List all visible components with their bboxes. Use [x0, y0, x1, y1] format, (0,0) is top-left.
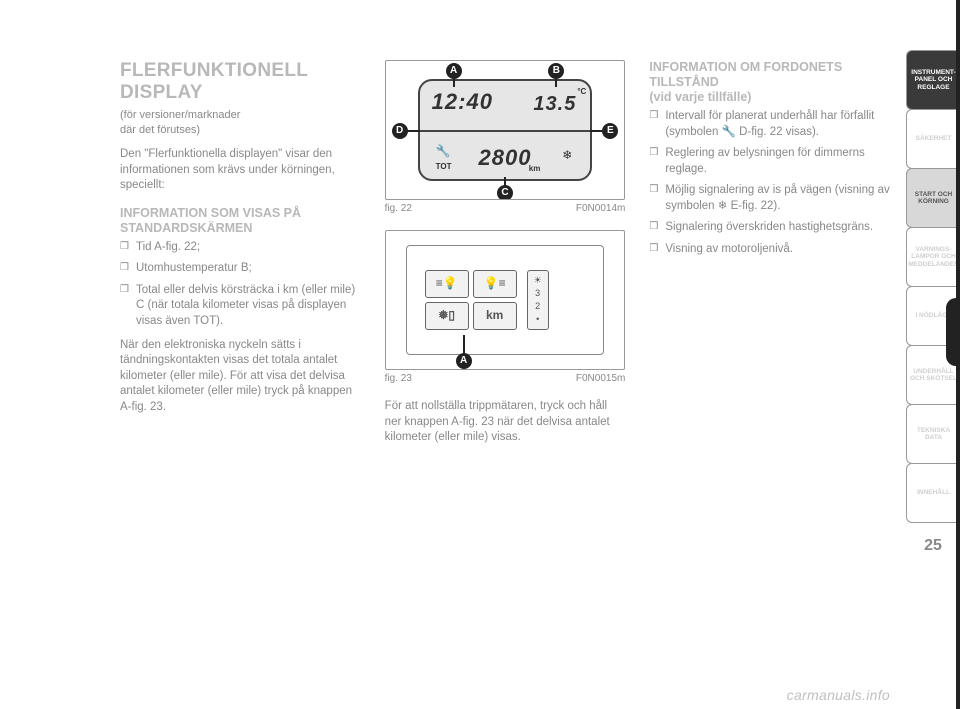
tab-instrument-panel[interactable]: INSTRUMENT-PANEL OCH REGLAGE	[906, 50, 960, 110]
callout-line	[453, 77, 455, 87]
callout-c: C	[497, 185, 513, 200]
fig-label: fig. 22	[385, 202, 412, 216]
button-panel: ≡💡 💡≡ ❅▯ km ☀ 3 2 •	[406, 245, 605, 355]
figure-22-wrap: 12:40 13.5 °C 🔧 2800 TOT km ❄ A B C	[385, 60, 626, 216]
standard-info-list: Tid A-fig. 22; Utomhustemperatur B; Tota…	[120, 240, 361, 330]
callout-a: A	[456, 353, 472, 369]
list-item: Visning av motoroljenivå.	[649, 242, 890, 258]
column-2: 12:40 13.5 °C 🔧 2800 TOT km ❄ A B C	[385, 60, 626, 689]
callout-line	[504, 177, 506, 187]
main-heading: FLERFUNKTIONELL DISPLAY	[120, 60, 361, 104]
fig-code: F0N0014m	[576, 202, 625, 216]
defrost-button: ❅▯	[425, 302, 469, 330]
trip-reset-paragraph: För att nollställa trippmätaren, tryck o…	[385, 399, 626, 446]
section-heading-status: INFORMATION OM FORDONETS TILLSTÅND (vid …	[649, 60, 890, 105]
sub-line-2: där det förutses)	[120, 124, 200, 136]
page-number: 25	[906, 528, 960, 564]
tab-start-driving[interactable]: START OCH KÖRNING	[906, 168, 960, 228]
callout-e: E	[602, 123, 618, 139]
list-item: Utomhustemperatur B;	[120, 261, 361, 277]
display-temp: 13.5	[533, 91, 576, 118]
tab-warnings[interactable]: VARNINGS-LAMPOR OCH MEDDELANDEN	[906, 227, 960, 287]
dimmer-up-icon: ☀	[534, 274, 542, 286]
list-item: Signalering överskriden hastighetsgräns.	[649, 220, 890, 236]
wrench-icon: 🔧	[436, 143, 451, 159]
fig-code: F0N0015m	[576, 372, 625, 386]
status-info-list: Intervall för planerat underhåll har för…	[649, 109, 890, 257]
figure-22-caption: fig. 22 F0N0014m	[385, 202, 626, 216]
display-temp-unit: °C	[577, 87, 586, 98]
heading-line-2: (vid varje tillfälle)	[649, 90, 751, 104]
display-odometer: 2800	[479, 143, 532, 173]
display-frame: 12:40 13.5 °C 🔧 2800 TOT km ❄	[418, 79, 593, 181]
snowflake-icon: ❄	[562, 147, 572, 163]
fig-label: fig. 23	[385, 372, 412, 386]
display-tot-label: TOT	[436, 162, 452, 173]
thumb-notch	[946, 298, 960, 366]
figure-23-caption: fig. 23 F0N0015m	[385, 372, 626, 386]
subtitle: (för versioner/marknader där det förutse…	[120, 108, 361, 138]
callout-line	[406, 130, 420, 132]
display-km-label: km	[529, 164, 541, 175]
figure-22: 12:40 13.5 °C 🔧 2800 TOT km ❄ A B C	[385, 60, 626, 200]
heading-line-1: INFORMATION OM FORDONETS TILLSTÅND	[649, 60, 842, 89]
dimmer-num: 3	[535, 287, 540, 299]
callout-line	[463, 335, 465, 355]
dimmer-down-icon: •	[536, 313, 539, 325]
tab-safety[interactable]: SÄKERHET	[906, 109, 960, 169]
list-item: Möjlig signalering av is på vägen (visni…	[649, 183, 890, 214]
section-heading-standard: INFORMATION SOM VISAS PÅ STANDARDSKÄRMEN	[120, 206, 361, 236]
list-item: Total eller delvis körsträcka i km (elle…	[120, 283, 361, 330]
fog-rear-button: 💡≡	[473, 270, 517, 298]
list-item: Tid A-fig. 22;	[120, 240, 361, 256]
callout-line	[590, 130, 604, 132]
dimmer-num: 2	[535, 300, 540, 312]
watermark: carmanuals.info	[787, 687, 890, 703]
page: FLERFUNKTIONELL DISPLAY (för versioner/m…	[0, 0, 960, 709]
figure-23-wrap: ≡💡 💡≡ ❅▯ km ☀ 3 2 • A	[385, 230, 626, 386]
fog-front-button: ≡💡	[425, 270, 469, 298]
content-area: FLERFUNKTIONELL DISPLAY (för versioner/m…	[0, 0, 906, 709]
callout-line	[555, 77, 557, 87]
column-1: FLERFUNKTIONELL DISPLAY (för versioner/m…	[120, 60, 361, 689]
tab-techdata[interactable]: TEKNISKA DATA	[906, 404, 960, 464]
dimmer-wheel: ☀ 3 2 •	[527, 270, 549, 330]
list-item: Reglering av belysningen för dimmerns re…	[649, 146, 890, 177]
intro-paragraph: Den "Flerfunktionella displayen" visar d…	[120, 147, 361, 194]
paragraph: När den elektroniska nyckeln sätts i tän…	[120, 338, 361, 416]
column-3: INFORMATION OM FORDONETS TILLSTÅND (vid …	[649, 60, 890, 689]
display-time: 12:40	[432, 87, 493, 117]
list-item: Intervall för planerat underhåll har för…	[649, 109, 890, 140]
figure-23: ≡💡 💡≡ ❅▯ km ☀ 3 2 • A	[385, 230, 626, 370]
button-grid: ≡💡 💡≡ ❅▯ km	[425, 270, 517, 330]
sub-line-1: (för versioner/marknader	[120, 109, 240, 121]
tab-index[interactable]: INNEHÅLL	[906, 463, 960, 523]
display-divider	[420, 130, 591, 132]
km-button: km	[473, 302, 517, 330]
